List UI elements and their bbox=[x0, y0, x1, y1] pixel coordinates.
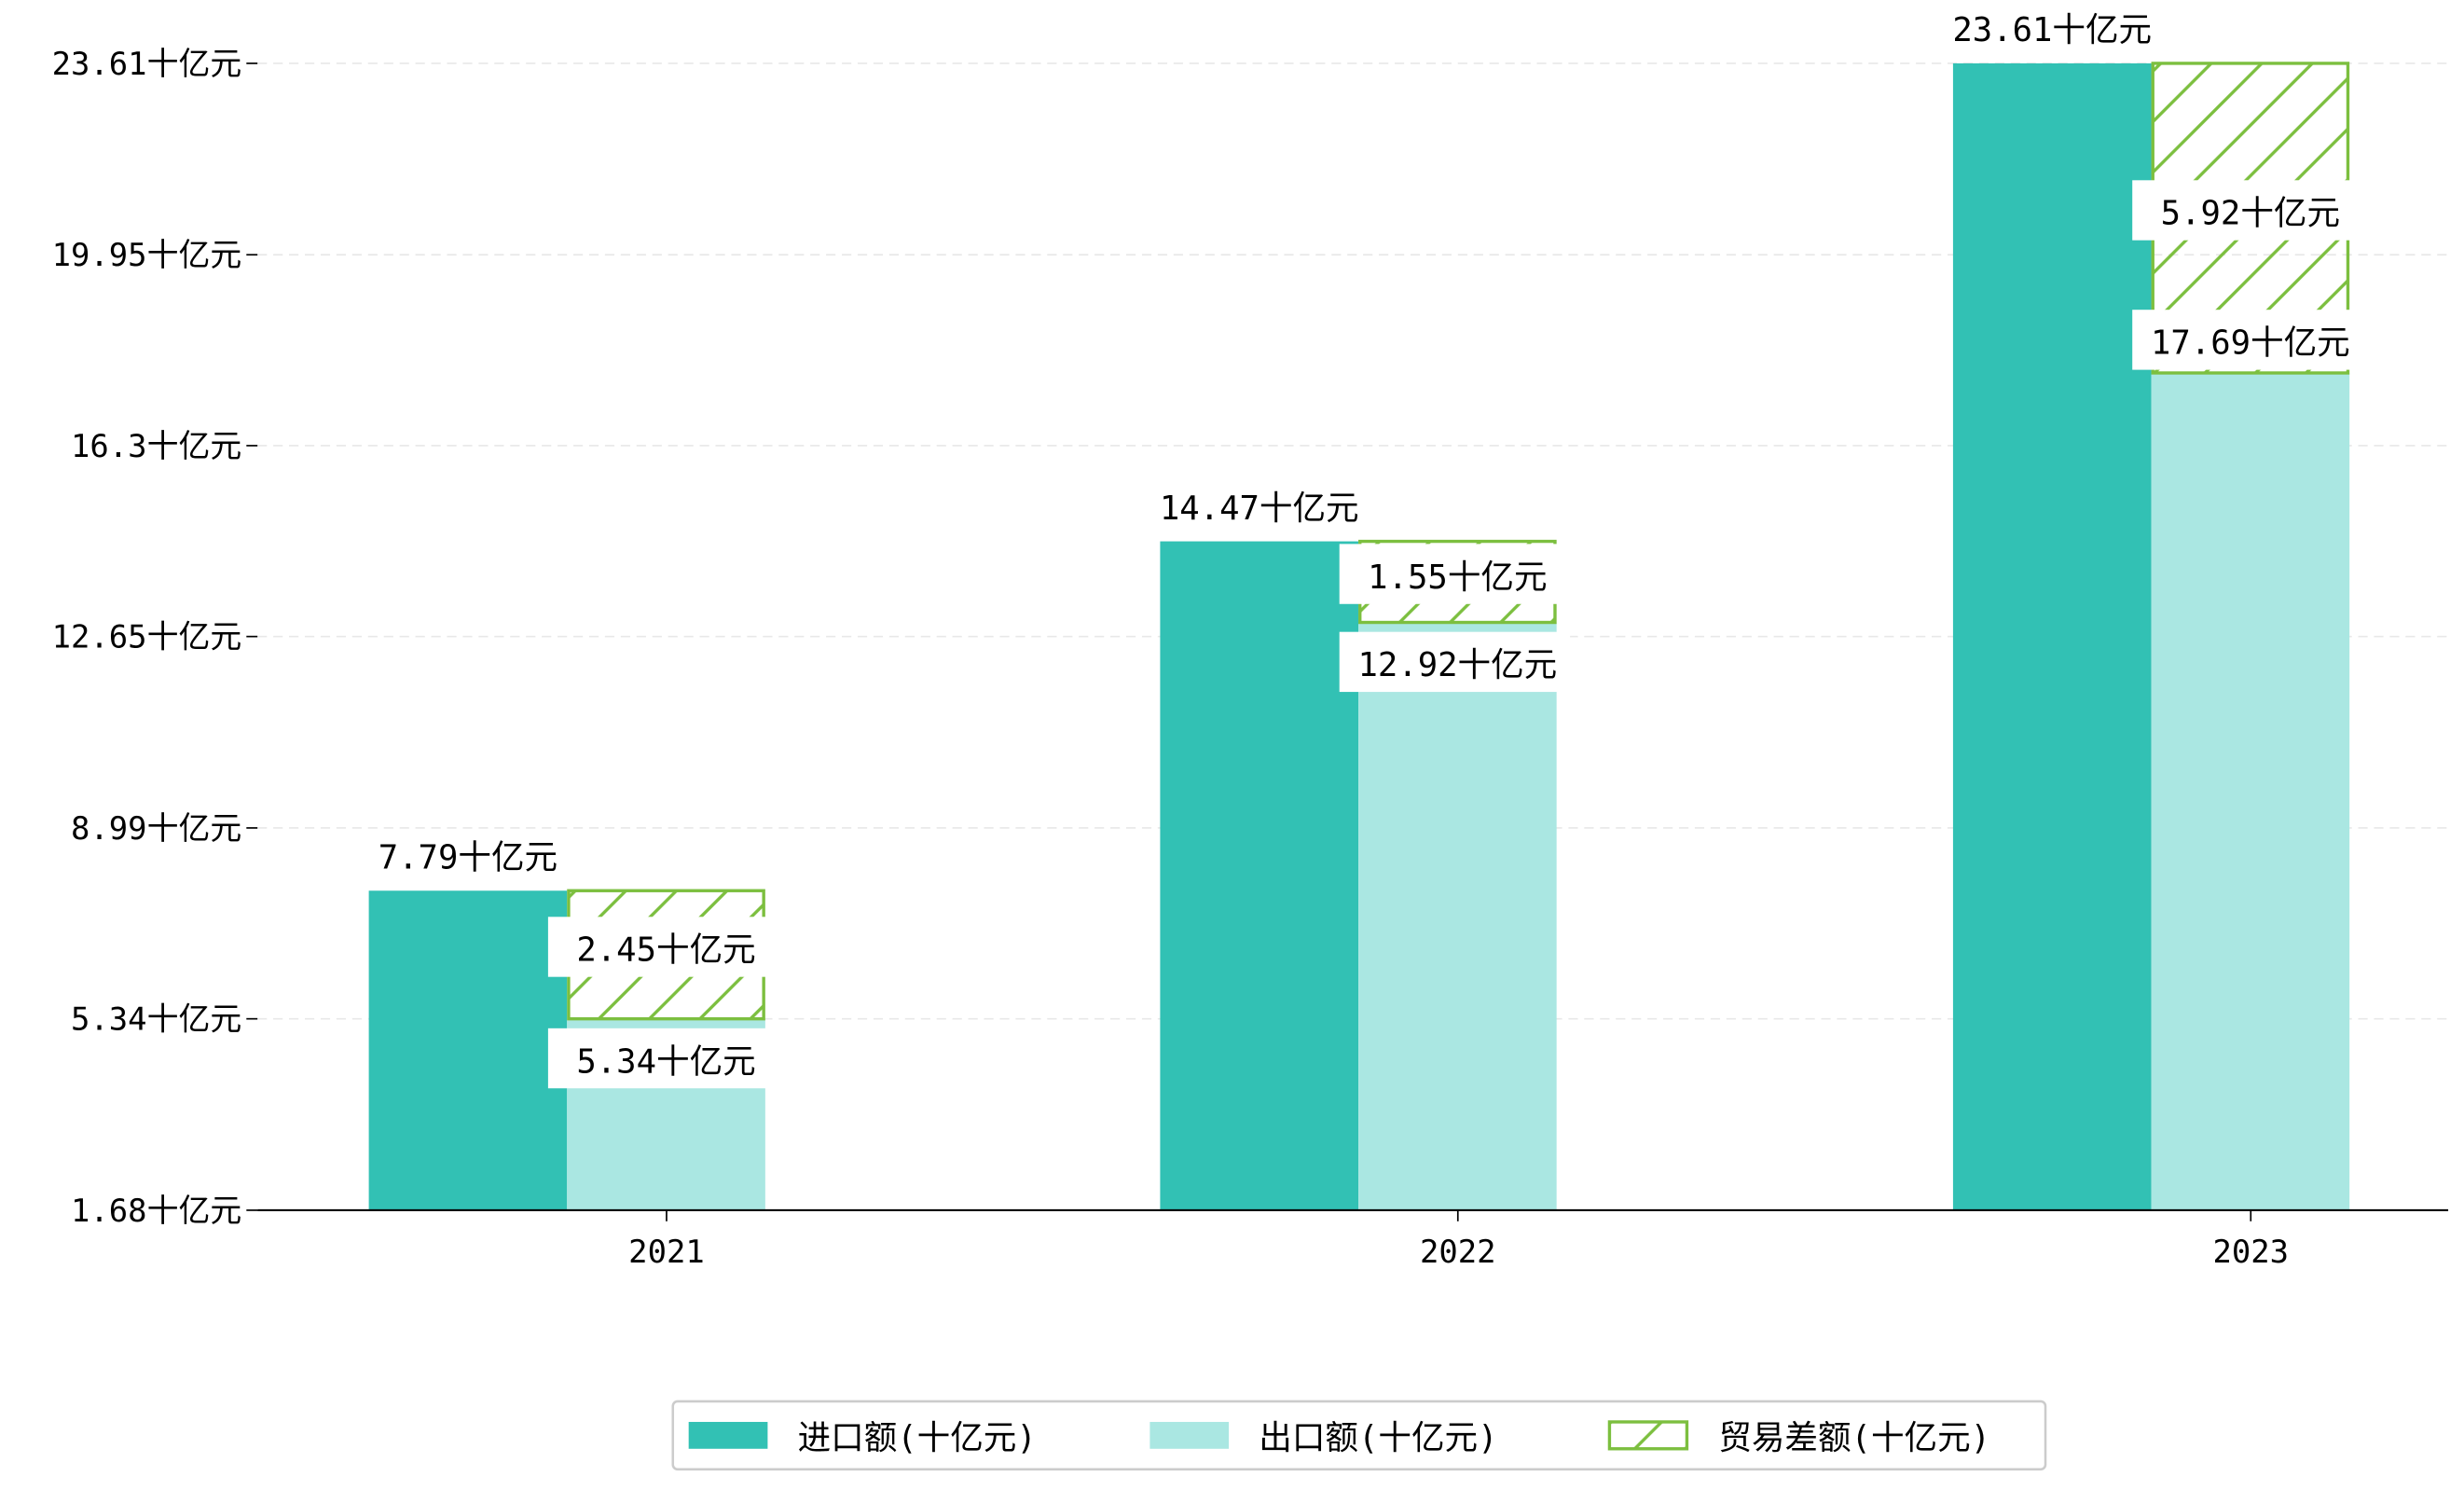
y-tick-label: 12.65十亿元 bbox=[52, 619, 242, 655]
bar-export bbox=[2151, 372, 2350, 1210]
balance-label-box bbox=[2132, 180, 2363, 241]
legend-label: 进口额(十亿元) bbox=[798, 1419, 1037, 1457]
legend-swatch bbox=[688, 1421, 768, 1449]
export-label-box bbox=[547, 1028, 779, 1089]
balance-label-box bbox=[1339, 544, 1571, 604]
balance-value-label: 5.92十亿元 bbox=[2161, 195, 2340, 233]
legend-swatch-trade-balance bbox=[1607, 1420, 1689, 1451]
bar-import bbox=[1160, 541, 1359, 1210]
legend: 进口额(十亿元) 出口额(十亿元) 贸易差额(十亿元) bbox=[671, 1400, 2047, 1471]
balance-value-label: 1.55十亿元 bbox=[1368, 559, 1547, 597]
bar-import bbox=[368, 890, 568, 1210]
y-tick-label: 23.61十亿元 bbox=[52, 46, 242, 82]
y-tick-label: 5.34十亿元 bbox=[71, 1001, 241, 1038]
bar-import bbox=[1952, 62, 2152, 1210]
y-tick-label: 8.99十亿元 bbox=[71, 810, 241, 847]
legend-box bbox=[671, 1400, 2047, 1471]
legend-label: 出口额(十亿元) bbox=[1259, 1419, 1497, 1457]
legend-swatch bbox=[1149, 1421, 1230, 1449]
export-label-box bbox=[1339, 631, 1571, 693]
balance-value-label: 2.45十亿元 bbox=[576, 931, 755, 970]
balance-label-box bbox=[547, 917, 779, 977]
legend-label: 贸易差额(十亿元) bbox=[1718, 1419, 1990, 1457]
export-value-label: 17.69十亿元 bbox=[2151, 324, 2350, 363]
export-value-label: 12.92十亿元 bbox=[1357, 646, 1557, 684]
export-value-label: 5.34十亿元 bbox=[576, 1042, 755, 1081]
import-value-label: 14.47十亿元 bbox=[1160, 490, 1359, 528]
bar-export bbox=[1358, 622, 1557, 1210]
y-tick-label: 1.68十亿元 bbox=[71, 1193, 241, 1229]
export-label-box bbox=[2132, 310, 2363, 370]
y-tick-label: 16.3十亿元 bbox=[71, 428, 241, 464]
import-value-label: 7.79十亿元 bbox=[379, 839, 557, 877]
x-tick-label: 2021 bbox=[628, 1234, 705, 1270]
import-value-label: 23.61十亿元 bbox=[1952, 11, 2152, 49]
x-tick-label: 2022 bbox=[1420, 1234, 1496, 1270]
y-tick-label: 19.95十亿元 bbox=[52, 237, 242, 273]
x-tick-label: 2023 bbox=[2212, 1234, 2289, 1270]
